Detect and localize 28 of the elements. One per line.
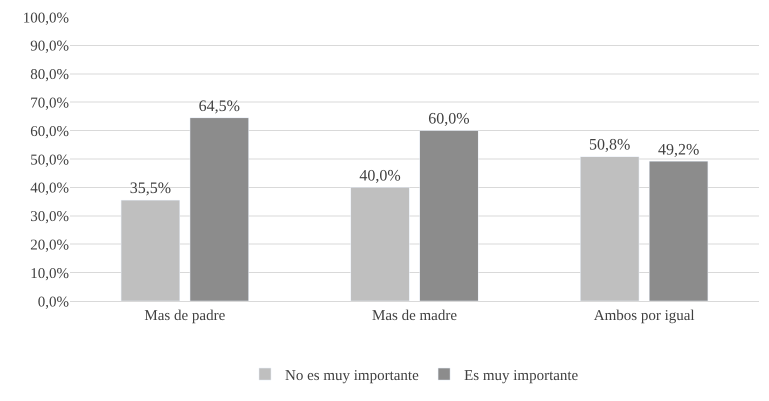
- bar: [350, 187, 410, 301]
- data-label: 60,0%: [428, 110, 470, 128]
- bar: [190, 118, 249, 301]
- y-tick-label: 90,0%: [30, 38, 69, 55]
- y-tick-label: 10,0%: [30, 266, 69, 282]
- data-label: 50,8%: [589, 136, 630, 154]
- y-tick-label: 50,0%: [30, 152, 69, 168]
- x-tick-label: Mas de madre: [372, 308, 458, 324]
- data-label: 35,5%: [130, 180, 172, 198]
- y-tick-label: 40,0%: [30, 180, 69, 197]
- data-label: 64,5%: [198, 98, 240, 115]
- data-label: 49,2%: [658, 141, 700, 158]
- legend-label: No es muy importante: [285, 368, 420, 384]
- bar: [580, 156, 640, 301]
- x-tick-label: Ambos por igual: [594, 308, 695, 324]
- y-tick-label: 20,0%: [30, 237, 69, 254]
- y-tick-label: 100,0%: [22, 10, 69, 26]
- legend-label: Es muy importante: [464, 368, 579, 384]
- y-tick-label: 0,0%: [38, 294, 69, 310]
- bar: [649, 161, 708, 301]
- y-tick-label: 30,0%: [30, 209, 69, 226]
- bar: [120, 200, 180, 301]
- bar: [419, 130, 478, 301]
- y-tick-label: 70,0%: [30, 95, 69, 112]
- x-tick-label: Mas de padre: [144, 308, 226, 324]
- y-tick-label: 80,0%: [30, 67, 69, 84]
- data-label: 40,0%: [359, 167, 401, 184]
- y-tick-label: 60,0%: [30, 124, 69, 140]
